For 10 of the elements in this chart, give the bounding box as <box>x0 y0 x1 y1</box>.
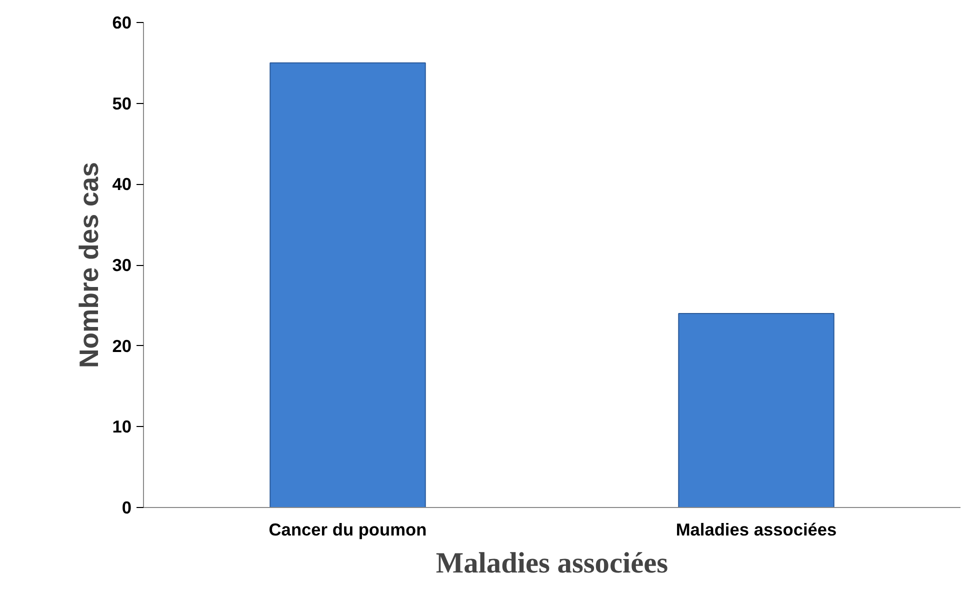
y-tick-label: 0 <box>122 498 132 518</box>
y-tick-label: 60 <box>112 12 132 32</box>
y-tick-label: 20 <box>112 336 132 356</box>
y-tick-label: 10 <box>112 416 132 437</box>
y-tick-label: 50 <box>112 93 132 114</box>
y-axis-title: Nombre des cas <box>74 162 104 368</box>
x-axis-title: Maladies associées <box>436 548 668 580</box>
y-tick-label: 30 <box>112 255 132 275</box>
x-tick-label: Cancer du poumon <box>268 520 427 540</box>
y-tick-label: 40 <box>112 174 132 194</box>
